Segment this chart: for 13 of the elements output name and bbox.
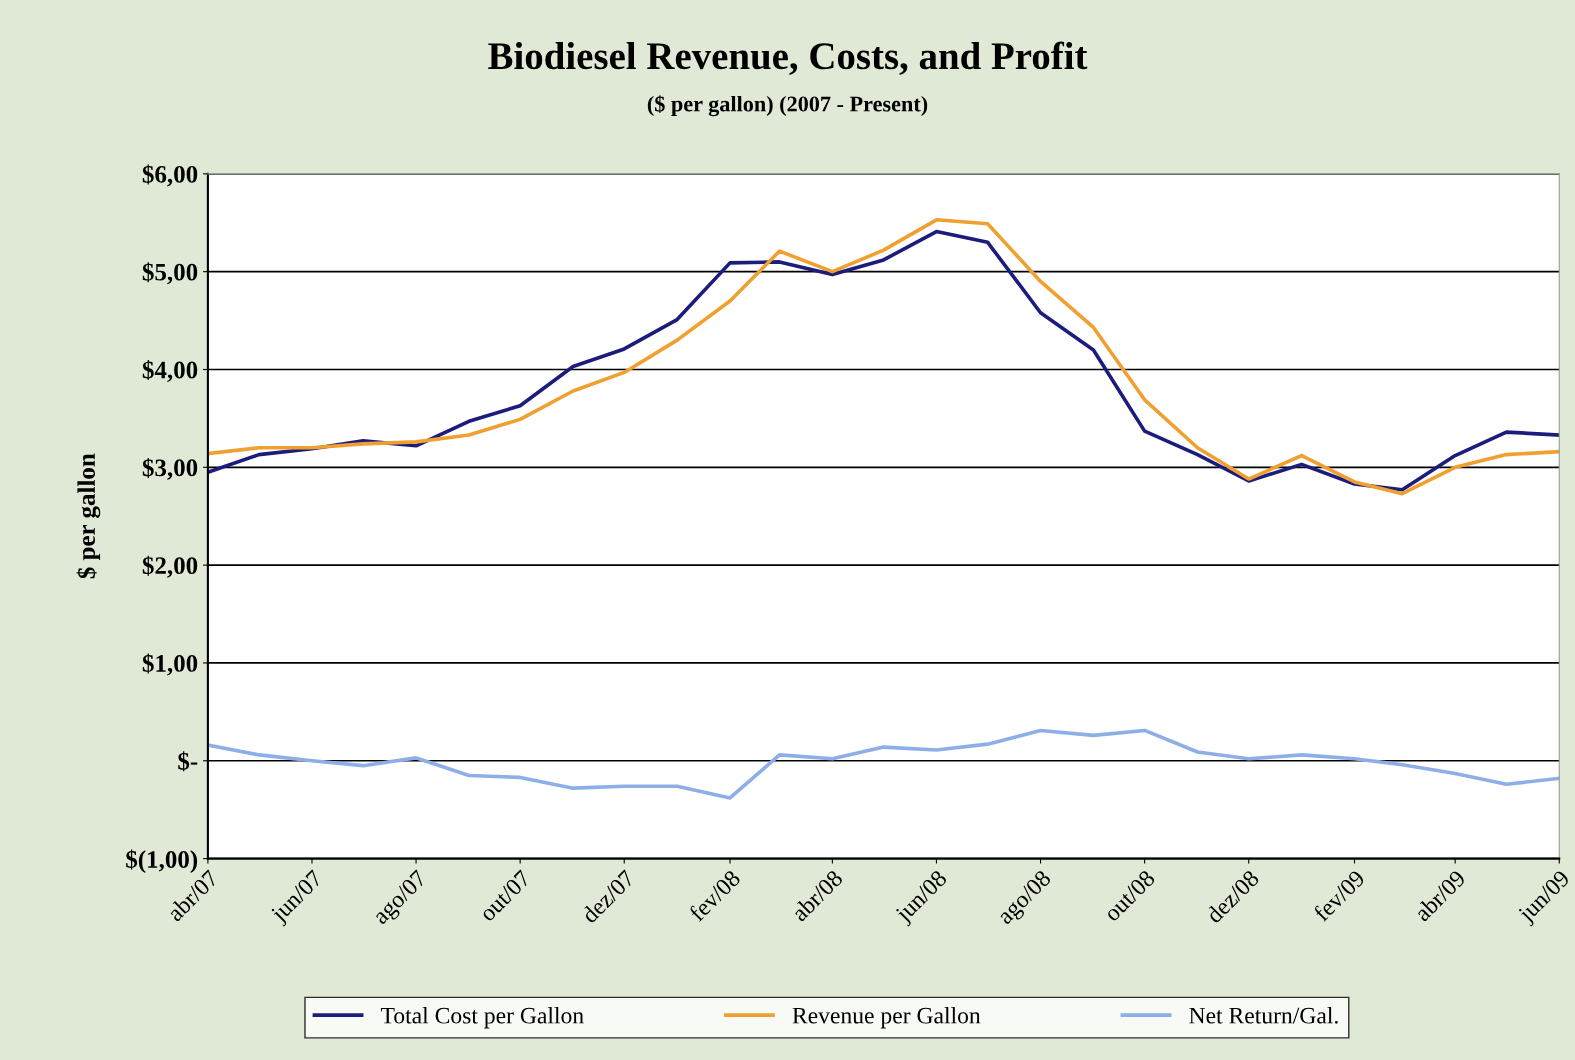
chart-title: Biodiesel Revenue, Costs, and Profit (488, 41, 1088, 75)
y-tick-label: $- (178, 751, 198, 772)
y-tick-label: $3,00 (142, 457, 198, 480)
legend-label: Net Return/Gal. (1189, 1006, 1338, 1024)
legend-label: Revenue per Gallon (792, 1006, 981, 1029)
y-tick-label: $2,00 (142, 555, 198, 578)
legend-label: Total Cost per Gallon (380, 1006, 584, 1029)
y-tick-label: $1,00 (142, 653, 198, 676)
y-tick-label: $4,00 (142, 360, 198, 383)
chart-subtitle: ($ per gallon) (2007 - Present) (647, 95, 928, 117)
y-tick-label: $5,00 (142, 262, 198, 285)
y-axis-title: $ per gallon (76, 453, 101, 579)
y-tick-label: $6,00 (142, 164, 198, 187)
